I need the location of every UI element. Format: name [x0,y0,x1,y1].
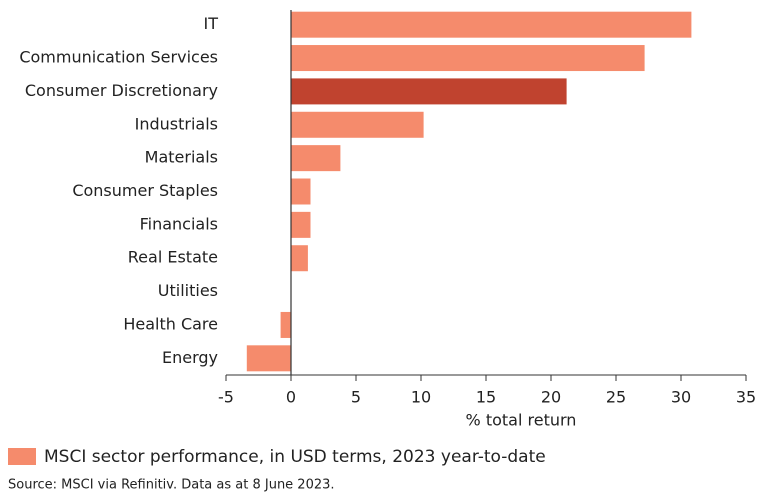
x-tick-label: 0 [286,388,296,407]
x-tick-label: 5 [351,388,361,407]
bar [291,78,567,105]
y-tick-label: Industrials [135,114,218,133]
x-tick-label: 10 [411,388,431,407]
bar [291,45,645,72]
bar [291,211,311,238]
x-axis-title: % total return [466,411,577,430]
y-tick-label: Consumer Discretionary [25,81,218,100]
bar [291,111,424,138]
x-tick-label: 35 [736,388,756,407]
bar [291,145,341,172]
bar [280,311,291,338]
bar [291,11,692,38]
x-tick-label: 30 [671,388,691,407]
legend-label: MSCI sector performance, in USD terms, 2… [44,447,546,467]
bar [291,178,311,205]
x-tick-label: 20 [541,388,561,407]
y-tick-label: Energy [162,348,218,367]
legend-swatch [8,448,36,465]
y-tick-label: Utilities [158,281,218,300]
y-tick-label: Consumer Staples [72,181,218,200]
y-tick-label: Health Care [123,314,218,333]
y-tick-label: Financials [140,214,218,233]
y-tick-label: Real Estate [128,248,218,267]
bar [291,245,308,272]
y-tick-label: Communication Services [19,48,218,67]
source-note: Source: MSCI via Refinitiv. Data as at 8… [8,478,335,493]
x-tick-label: 15 [476,388,496,407]
x-tick-label: 25 [606,388,626,407]
y-tick-label: Materials [145,148,218,167]
bar [246,345,291,372]
x-tick-label: -5 [218,388,234,407]
y-tick-label: IT [204,14,219,33]
